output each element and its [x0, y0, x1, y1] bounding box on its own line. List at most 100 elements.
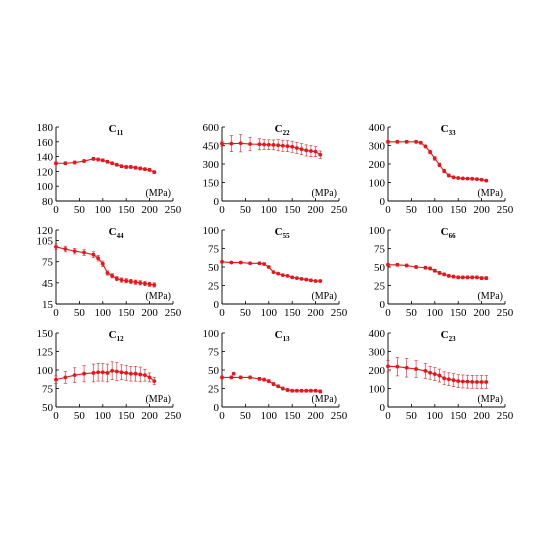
y-tick-label-c23: 300: [369, 347, 386, 359]
data-point-c12: [114, 369, 119, 374]
data-point-c23: [442, 376, 447, 381]
x-tick-label-c66: 50: [406, 307, 418, 319]
data-point-c11: [138, 166, 143, 171]
y-tick-label-c23: 0: [380, 402, 386, 414]
x-tick-label-c55: 50: [240, 307, 252, 319]
data-point-c66: [437, 271, 442, 275]
data-point-c23: [479, 380, 484, 384]
x-axis-label-c12: (MPa): [145, 394, 171, 405]
x-tick-label-c33: 200: [473, 204, 490, 216]
y-tick-label-c44: 45: [42, 278, 54, 290]
data-point-c22: [266, 142, 271, 147]
x-tick-label-c55: 200: [307, 307, 324, 319]
x-tick-label-c22: 50: [240, 204, 252, 216]
data-point-c22: [309, 149, 313, 153]
data-point-c44: [133, 280, 138, 285]
series-line-c23: [387, 365, 487, 383]
data-point-c44: [82, 250, 86, 255]
x-tick-label-c11: 250: [165, 204, 182, 216]
data-point-c11: [110, 161, 115, 166]
y-tick-label-c33: 300: [369, 141, 386, 153]
panel-title-c11: C11: [109, 123, 124, 137]
y-tick-label-c11: 80: [42, 196, 54, 208]
data-point-c12: [91, 371, 96, 375]
data-point-c11: [152, 170, 157, 175]
y-tick-label-c13: 25: [208, 384, 220, 396]
data-point-c13: [271, 382, 276, 386]
data-point-c22: [299, 147, 304, 152]
data-point-c66: [446, 273, 451, 278]
data-point-c66: [423, 265, 428, 270]
data-point-c55: [262, 262, 267, 266]
panel-title-c13: C13: [275, 329, 290, 343]
x-tick-label-c44: 0: [53, 307, 59, 319]
data-point-c13: [238, 375, 243, 380]
data-point-c55: [276, 271, 281, 276]
data-point-c23: [465, 379, 470, 384]
data-point-c33: [428, 150, 433, 154]
x-tick-label-c12: 200: [141, 410, 158, 422]
x-axis-label-c66: (MPa): [477, 291, 503, 302]
data-point-c12: [119, 370, 124, 375]
y-tick-label-c11: 140: [37, 152, 54, 164]
data-point-c23: [432, 372, 437, 376]
x-tick-label-c13: 0: [219, 410, 225, 422]
data-point-c66: [475, 275, 479, 280]
data-point-c23: [437, 373, 442, 378]
y-tick-label-c33: 100: [369, 178, 386, 190]
data-point-c44: [114, 276, 119, 281]
y-tick-label-c55: 0: [214, 299, 220, 311]
data-point-c12: [100, 370, 105, 375]
data-point-c11: [128, 165, 133, 169]
data-point-c55: [313, 279, 318, 283]
data-point-c11: [143, 167, 147, 172]
data-point-c22: [285, 144, 290, 149]
y-tick-label-c22: 150: [203, 178, 220, 190]
x-tick-label-c23: 50: [406, 410, 418, 422]
y-tick-label-c12: 100: [37, 365, 54, 377]
data-point-c44: [147, 282, 152, 287]
x-tick-label-c44: 50: [74, 307, 86, 319]
data-point-c13: [248, 375, 252, 380]
data-point-c12: [128, 371, 133, 376]
y-tick-label-c55: 50: [208, 262, 220, 274]
data-point-c11: [119, 164, 124, 169]
x-tick-label-c12: 150: [118, 410, 135, 422]
x-tick-label-c22: 100: [261, 204, 278, 216]
x-tick-label-c44: 100: [95, 307, 112, 319]
data-point-c33: [418, 140, 423, 145]
data-point-c22: [262, 142, 267, 147]
x-tick-label-c12: 50: [74, 410, 86, 422]
data-point-c13: [309, 388, 313, 393]
data-point-c33: [442, 169, 447, 173]
series-line-c33: [388, 141, 487, 182]
y-tick-label-c44: 120: [37, 225, 54, 237]
y-tick-label-c12: 75: [42, 384, 54, 396]
data-point-c55: [271, 270, 276, 275]
panel-title-c23: C23: [441, 329, 456, 343]
y-tick-label-c23: 100: [369, 384, 386, 396]
data-point-c23: [428, 370, 433, 375]
y-tick-label-c11: 160: [37, 137, 54, 149]
panel-c66: 0 25 50 75 100 0 50 100 150 200 250 (MPa) C66: [369, 225, 514, 319]
x-tick-label-c22: 250: [331, 204, 348, 216]
y-tick-label-c33: 400: [369, 122, 386, 134]
data-point-c12: [82, 371, 86, 376]
data-point-c13: [304, 388, 309, 393]
x-tick-label-c13: 50: [240, 410, 252, 422]
data-point-c66: [465, 275, 470, 280]
data-point-c22: [276, 143, 281, 148]
data-point-c33: [446, 173, 451, 178]
x-tick-label-c55: 250: [331, 307, 348, 319]
data-point-c66: [451, 274, 456, 279]
data-point-c55: [290, 275, 295, 280]
data-point-c11: [63, 161, 68, 166]
data-point-c44: [119, 278, 124, 282]
data-point-c55: [318, 279, 323, 283]
data-point-c66: [395, 262, 400, 267]
data-point-c11: [114, 162, 119, 167]
outlier-point-c13: [231, 371, 236, 376]
x-tick-label-c22: 150: [284, 204, 301, 216]
x-tick-label-c55: 100: [261, 307, 278, 319]
panel-title-c44: C44: [109, 226, 124, 240]
